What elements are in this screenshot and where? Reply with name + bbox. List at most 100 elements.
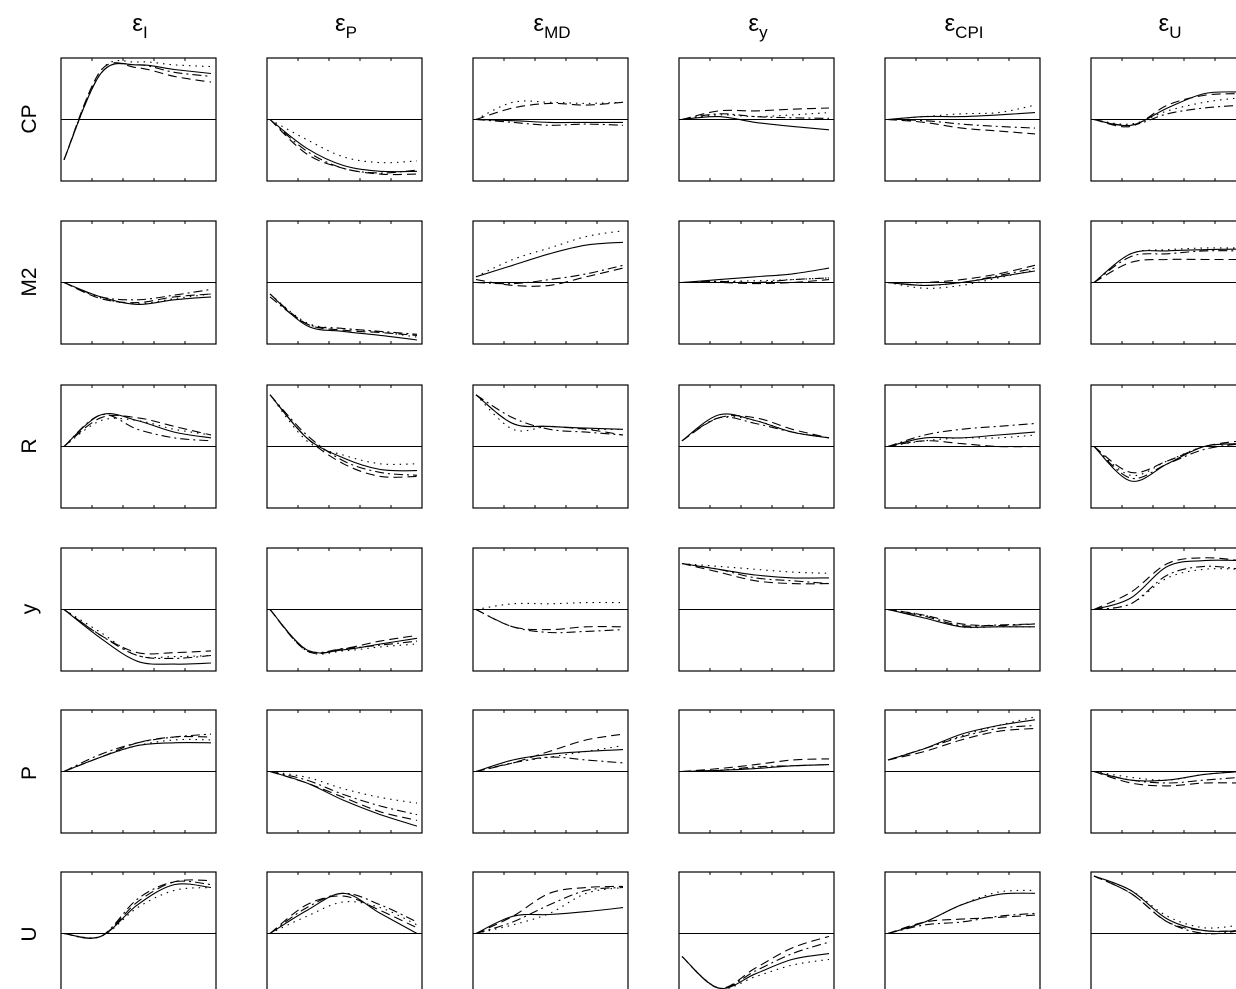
irf-line-dashdot: [681, 562, 830, 585]
column-title-1: εI: [62, 10, 218, 42]
irf-line-dashdot: [1093, 104, 1236, 126]
irf-line-dashdot: [475, 886, 624, 935]
irf-line-solid: [1093, 875, 1236, 932]
panel-r2-c2: [266, 220, 423, 345]
panel-r1-c5: [884, 57, 1041, 182]
irf-line-dotted: [63, 609, 212, 659]
irf-line-dashed: [63, 414, 212, 447]
irf-line-dashed: [475, 101, 624, 121]
irf-line-dotted: [887, 716, 1036, 761]
irf-line-dashed: [475, 733, 624, 773]
irf-line-dotted: [1093, 97, 1236, 125]
irf-line-dashdot: [887, 422, 1036, 448]
irf-line-solid: [475, 394, 624, 430]
panel-r6-c1: [60, 871, 217, 989]
irf-line-dashdot: [887, 608, 1036, 627]
irf-line-dashed: [475, 609, 624, 631]
irf-line-dotted: [269, 293, 418, 338]
panel-r5-c2: [266, 709, 423, 834]
column-sub-1: I: [142, 23, 148, 42]
irf-line-dotted: [1093, 568, 1236, 611]
panel-r6-c2: [266, 871, 423, 989]
panel-r2-c4: [678, 220, 835, 345]
irf-line-dashed: [681, 562, 830, 585]
irf-line-dotted: [887, 269, 1036, 289]
irf-line-dashed: [887, 264, 1036, 284]
irf-line-dotted: [475, 601, 624, 611]
irf-line-dashdot: [63, 413, 212, 447]
irf-line-dashed: [1093, 557, 1236, 610]
irf-line-dashdot: [269, 394, 418, 476]
irf-line-dashed: [1093, 440, 1236, 474]
panel-r6-c4: [678, 871, 835, 989]
panel-r2-c3: [472, 220, 629, 345]
irf-line-dotted: [63, 281, 212, 305]
irf-line-dashed: [63, 62, 212, 161]
irf-line-solid: [63, 609, 212, 665]
irf-line-dashdot: [63, 609, 212, 660]
panel-r1-c3: [472, 57, 629, 182]
irf-line-dashed: [887, 727, 1036, 761]
irf-line-dashdot: [63, 880, 212, 939]
irf-line-dashdot: [1093, 443, 1236, 480]
irf-line-dashdot: [887, 912, 1036, 935]
irf-line-dashdot: [269, 770, 418, 816]
irf-line-dashed: [269, 293, 418, 336]
column-greek-6: ε: [1158, 10, 1170, 37]
irf-line-dashed: [887, 914, 1036, 935]
irf-line-dashed: [1093, 93, 1236, 128]
irf-line-dashdot: [681, 416, 830, 442]
panel-r5-c1: [60, 709, 217, 834]
irf-line-dashdot: [269, 119, 418, 174]
irf-line-dotted: [63, 60, 212, 161]
irf-line-solid: [475, 241, 624, 278]
irf-line-dotted: [887, 608, 1035, 629]
irf-line-dashed: [887, 440, 1036, 448]
irf-line-solid: [681, 267, 830, 284]
irf-line-dashed: [681, 758, 830, 773]
irf-line-dashed: [269, 609, 418, 655]
irf-line-dashed: [887, 118, 1036, 135]
panel-r5-c3: [472, 709, 629, 834]
column-sub-2: P: [345, 23, 358, 42]
irf-line-dashdot: [887, 267, 1036, 286]
irf-line-dashdot: [63, 62, 212, 161]
irf-line-dashdot: [681, 941, 830, 989]
irf-line-dashed: [63, 736, 212, 773]
irf-line-dashdot: [681, 277, 830, 284]
panel-frame: [678, 871, 835, 989]
irf-line-dashdot: [475, 264, 624, 285]
irf-line-dotted: [63, 417, 212, 447]
column-greek-2: ε: [334, 10, 346, 37]
irf-line-dashed: [1093, 770, 1236, 787]
irf-line-solid: [887, 431, 1036, 448]
irf-line-dashdot: [269, 296, 418, 335]
panel-r2-c1: [60, 220, 217, 345]
irf-line-dotted: [63, 738, 212, 773]
panel-r6-c5: [884, 871, 1041, 989]
panel-r3-c1: [60, 384, 217, 509]
panel-r1-c1: [60, 57, 217, 182]
irf-line-dashed: [1093, 875, 1236, 932]
irf-line-dashdot: [1093, 250, 1236, 283]
panel-r5-c6: [1090, 709, 1236, 834]
panel-r3-c3: [472, 384, 629, 509]
irf-line-dotted: [1093, 875, 1236, 929]
irf-line-dashed: [63, 609, 212, 655]
irf-line-solid: [63, 413, 212, 447]
column-sub-4: y: [759, 23, 768, 42]
irf-line-solid: [269, 293, 418, 341]
panel-r4-c6: [1090, 547, 1236, 672]
irf-line-solid: [63, 883, 212, 939]
irf-line-dotted: [475, 394, 624, 432]
irf-line-dotted: [681, 956, 830, 989]
irf-line-dotted: [269, 901, 418, 934]
irf-line-dashdot: [1093, 875, 1236, 935]
column-title-5: εCPI: [886, 10, 1042, 42]
irf-line-solid: [475, 118, 623, 124]
panel-r4-c1: [60, 547, 217, 672]
irf-line-dashdot: [475, 756, 624, 773]
irf-line-dashdot: [269, 609, 418, 654]
irf-line-solid: [475, 907, 624, 934]
irf-line-solid: [1093, 91, 1236, 127]
